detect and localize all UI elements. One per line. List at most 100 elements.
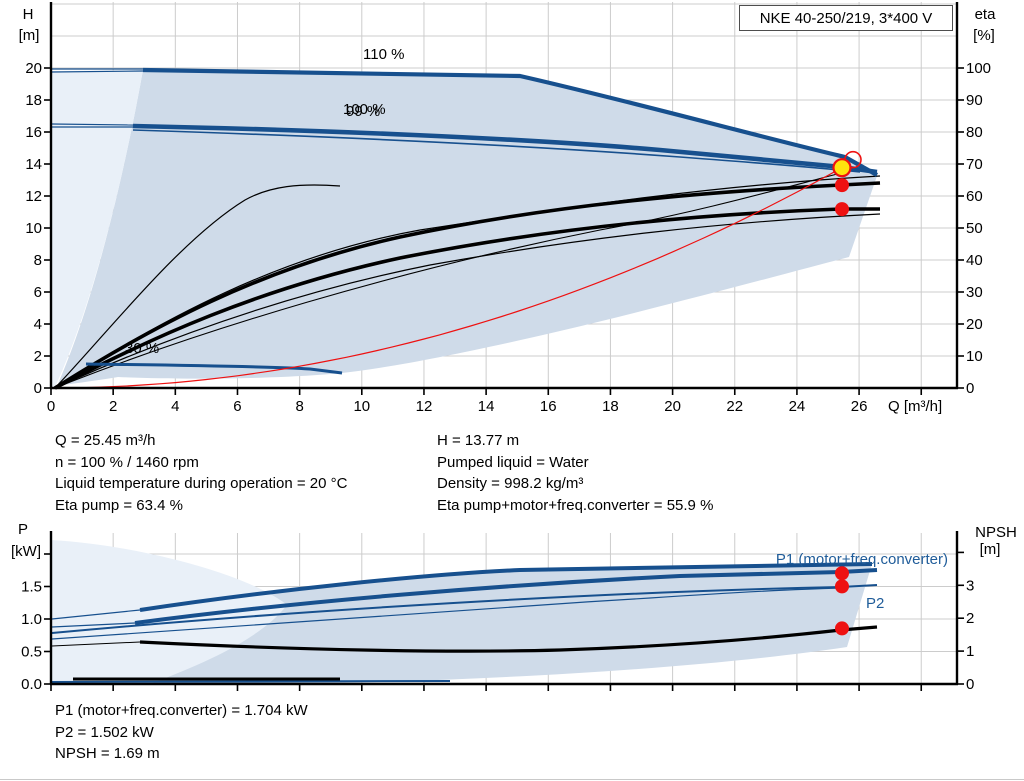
- eta-tick-label: 20: [966, 316, 983, 333]
- eta-tick-label: 50: [966, 220, 983, 237]
- top-envelope-fill: [57, 70, 877, 386]
- eta-axis-unit: [%]: [973, 27, 995, 44]
- info-q: Q = 25.45 m³/h: [55, 432, 156, 449]
- h-tick-label: 14: [25, 156, 42, 173]
- h-tick-label: 2: [34, 348, 42, 365]
- info-pumped-liquid: Pumped liquid = Water: [437, 453, 589, 471]
- p-tick-label: 0.5: [21, 644, 42, 661]
- p-axis-title: P: [18, 521, 28, 538]
- info-eta-pump: Eta pump = 63.4 %: [55, 496, 183, 514]
- bottom-chart-axes: [49, 531, 959, 686]
- npsh-tick-label: 2: [966, 610, 974, 627]
- h-tick-label: 8: [34, 252, 42, 269]
- bottom-chart-ticks: 0.0 0.5 1.0 1.5 0 1 2 3: [21, 551, 974, 693]
- eta-total-point: [834, 202, 849, 217]
- h-tick-label: 4: [34, 316, 42, 333]
- control-curve-red: [50, 166, 844, 389]
- p-tick-label: 1.0: [21, 611, 42, 628]
- x-tick-label: 24: [789, 398, 806, 415]
- eta-tick-label: 40: [966, 252, 983, 269]
- npsh-tick-label: 0: [966, 676, 974, 693]
- npsh-point: [834, 621, 849, 636]
- label-p1: P1 (motor+freq.converter): [776, 551, 948, 568]
- h-tick-label: 0: [34, 380, 42, 397]
- info-density: Density = 998.2 kg/m³: [437, 475, 584, 492]
- x-tick-label: 4: [171, 398, 179, 415]
- pump-title-box: NKE 40-250/219, 3*400 V: [739, 5, 953, 31]
- label-p2: P2: [866, 595, 884, 612]
- eta-tick-label: 0: [966, 380, 974, 397]
- duty-info-right: H = 13.77 m Pumped liquid = Water Densit…: [437, 430, 713, 516]
- label-99pct: 99 %: [346, 103, 380, 120]
- speed-100-curve: [132, 123, 878, 175]
- label-110pct: 110 %: [363, 46, 404, 63]
- info-eta-total: Eta pump+motor+freq.converter = 55.9 %: [437, 496, 714, 514]
- x-tick-label: 8: [295, 398, 303, 415]
- eta-total-curve: [54, 207, 880, 390]
- npsh-tick-label: 3: [966, 577, 974, 594]
- eta-pump-point: [834, 178, 849, 193]
- info-p2: P2 = 1.502 kW: [55, 723, 154, 741]
- speed-110-curve: [142, 67, 879, 177]
- control-curve-path: [50, 166, 844, 389]
- p-tick-label: 1.5: [21, 579, 42, 596]
- speed-curves: [51, 67, 879, 375]
- npsh-axis-unit: [m]: [980, 541, 1001, 558]
- top-chart-ticks: 0 2 4 6 8 10 12 14 16 18 20 22 24 2602468101214161820…: [25, 60, 991, 415]
- info-npsh: NPSH = 1.69 m: [55, 745, 160, 762]
- bottom-envelope-fill: [52, 564, 872, 684]
- info-p1: P1 (motor+freq.converter) = 1.704 kW: [55, 702, 308, 719]
- npsh-curve: [139, 625, 878, 653]
- h-tick-label: 12: [25, 188, 42, 205]
- label-30pct: 30 %: [125, 340, 159, 357]
- eta-tick-label: 100: [966, 60, 991, 77]
- bottom-chart-markers: [834, 566, 849, 636]
- eta-tick-label: 80: [966, 124, 983, 141]
- x-tick-label: 6: [233, 398, 241, 415]
- x-tick-label: 2: [109, 398, 117, 415]
- p-axis-unit: [kW]: [11, 543, 41, 560]
- eta-tick-label: 90: [966, 92, 983, 109]
- duty-info-left: Q = 25.45 m³/h n = 100 % / 1460 rpm Liqu…: [55, 430, 347, 516]
- x-tick-label: 22: [726, 398, 743, 415]
- pump-title: NKE 40-250/219, 3*400 V: [759, 9, 933, 27]
- p-tick-label: 0.0: [21, 676, 42, 693]
- x-tick-label: 12: [416, 398, 433, 415]
- x-tick-label: 20: [664, 398, 681, 415]
- h-tick-label: 10: [25, 220, 42, 237]
- top-chart-markers: [832, 150, 862, 217]
- info-n: n = 100 % / 1460 rpm: [55, 453, 199, 471]
- p1-point: [834, 566, 849, 581]
- eta-tick-label: 60: [966, 188, 983, 205]
- x-tick-label: 10: [353, 398, 370, 415]
- x-tick-label: 16: [540, 398, 557, 415]
- speed-99-curve: [132, 129, 861, 173]
- duty-point-marker: [832, 158, 852, 178]
- p2-point: [834, 579, 849, 594]
- eta-pump-curve: [54, 181, 881, 390]
- npsh-axis-title: NPSH: [975, 524, 1017, 541]
- h-axis-unit: [m]: [19, 27, 40, 44]
- h-tick-label: 16: [25, 124, 42, 141]
- x-tick-label: 14: [478, 398, 495, 415]
- npsh-tick-label: 1: [966, 643, 974, 660]
- info-liquid-temp: Liquid temperature during operation = 20…: [55, 475, 348, 492]
- q-axis-title: Q [m³/h]: [888, 398, 942, 415]
- power-info: P1 (motor+freq.converter) = 1.704 kW P2 …: [55, 700, 308, 765]
- h-tick-label: 18: [25, 92, 42, 109]
- top-pale-region: [51, 70, 143, 388]
- p1-curve: [134, 568, 878, 625]
- h-tick-label: 6: [34, 284, 42, 301]
- bottom-pale-region: [51, 540, 287, 684]
- eta-tick-label: 30: [966, 284, 983, 301]
- x-tick-label: 18: [602, 398, 619, 415]
- h-tick-label: 20: [25, 60, 42, 77]
- eta-axis-title: eta: [975, 6, 997, 23]
- info-h: H = 13.77 m: [437, 432, 520, 449]
- p2-curve: [51, 584, 878, 634]
- p-110-curve: [139, 562, 873, 612]
- x-tick-label: 0: [47, 398, 55, 415]
- h-axis-title: H: [23, 6, 34, 23]
- speed-30-curve: [85, 362, 343, 375]
